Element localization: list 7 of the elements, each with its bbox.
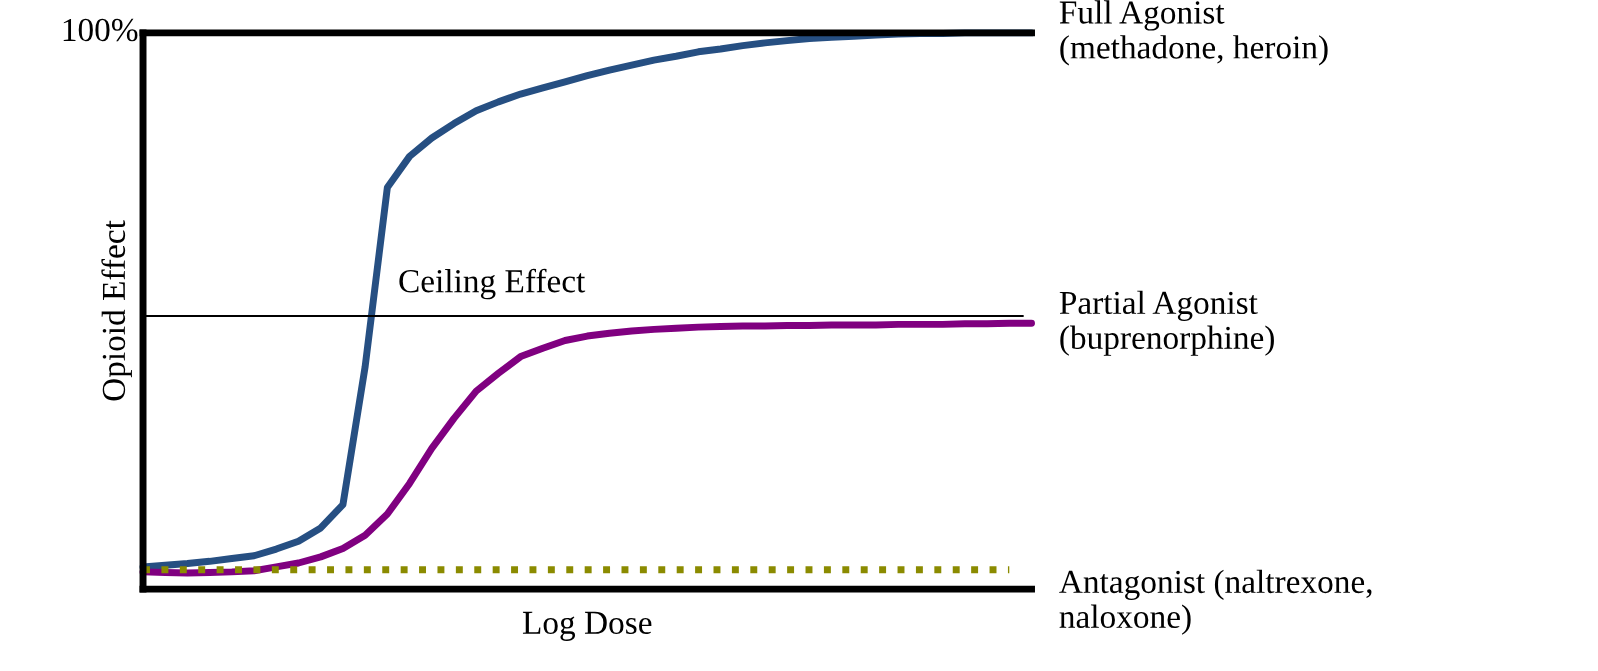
x-axis-title: Log Dose bbox=[522, 611, 652, 641]
text: 100% bbox=[63, 18, 138, 42]
series-label: Full Agonist (methadone, heroin) bbox=[1059, 0, 1328, 66]
y-axis-title: Opioid Effect bbox=[101, 220, 132, 401]
series-label: Antagonist (naltrexone, naloxone) bbox=[1059, 569, 1372, 635]
series-label: Partial Agonist (buprenorphine) bbox=[1059, 290, 1274, 356]
ref-line-label: Ceiling Effect bbox=[399, 268, 586, 300]
